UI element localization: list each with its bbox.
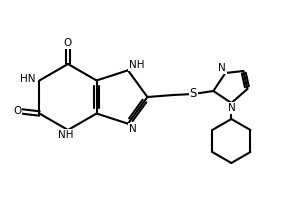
Text: N: N xyxy=(129,124,137,134)
Text: O: O xyxy=(64,38,72,48)
Text: NH: NH xyxy=(58,130,74,140)
Text: HN: HN xyxy=(20,73,35,84)
Text: NH: NH xyxy=(129,60,145,70)
Text: N: N xyxy=(218,63,226,73)
Text: N: N xyxy=(229,103,236,113)
Text: S: S xyxy=(190,87,197,100)
Text: O: O xyxy=(13,106,22,116)
